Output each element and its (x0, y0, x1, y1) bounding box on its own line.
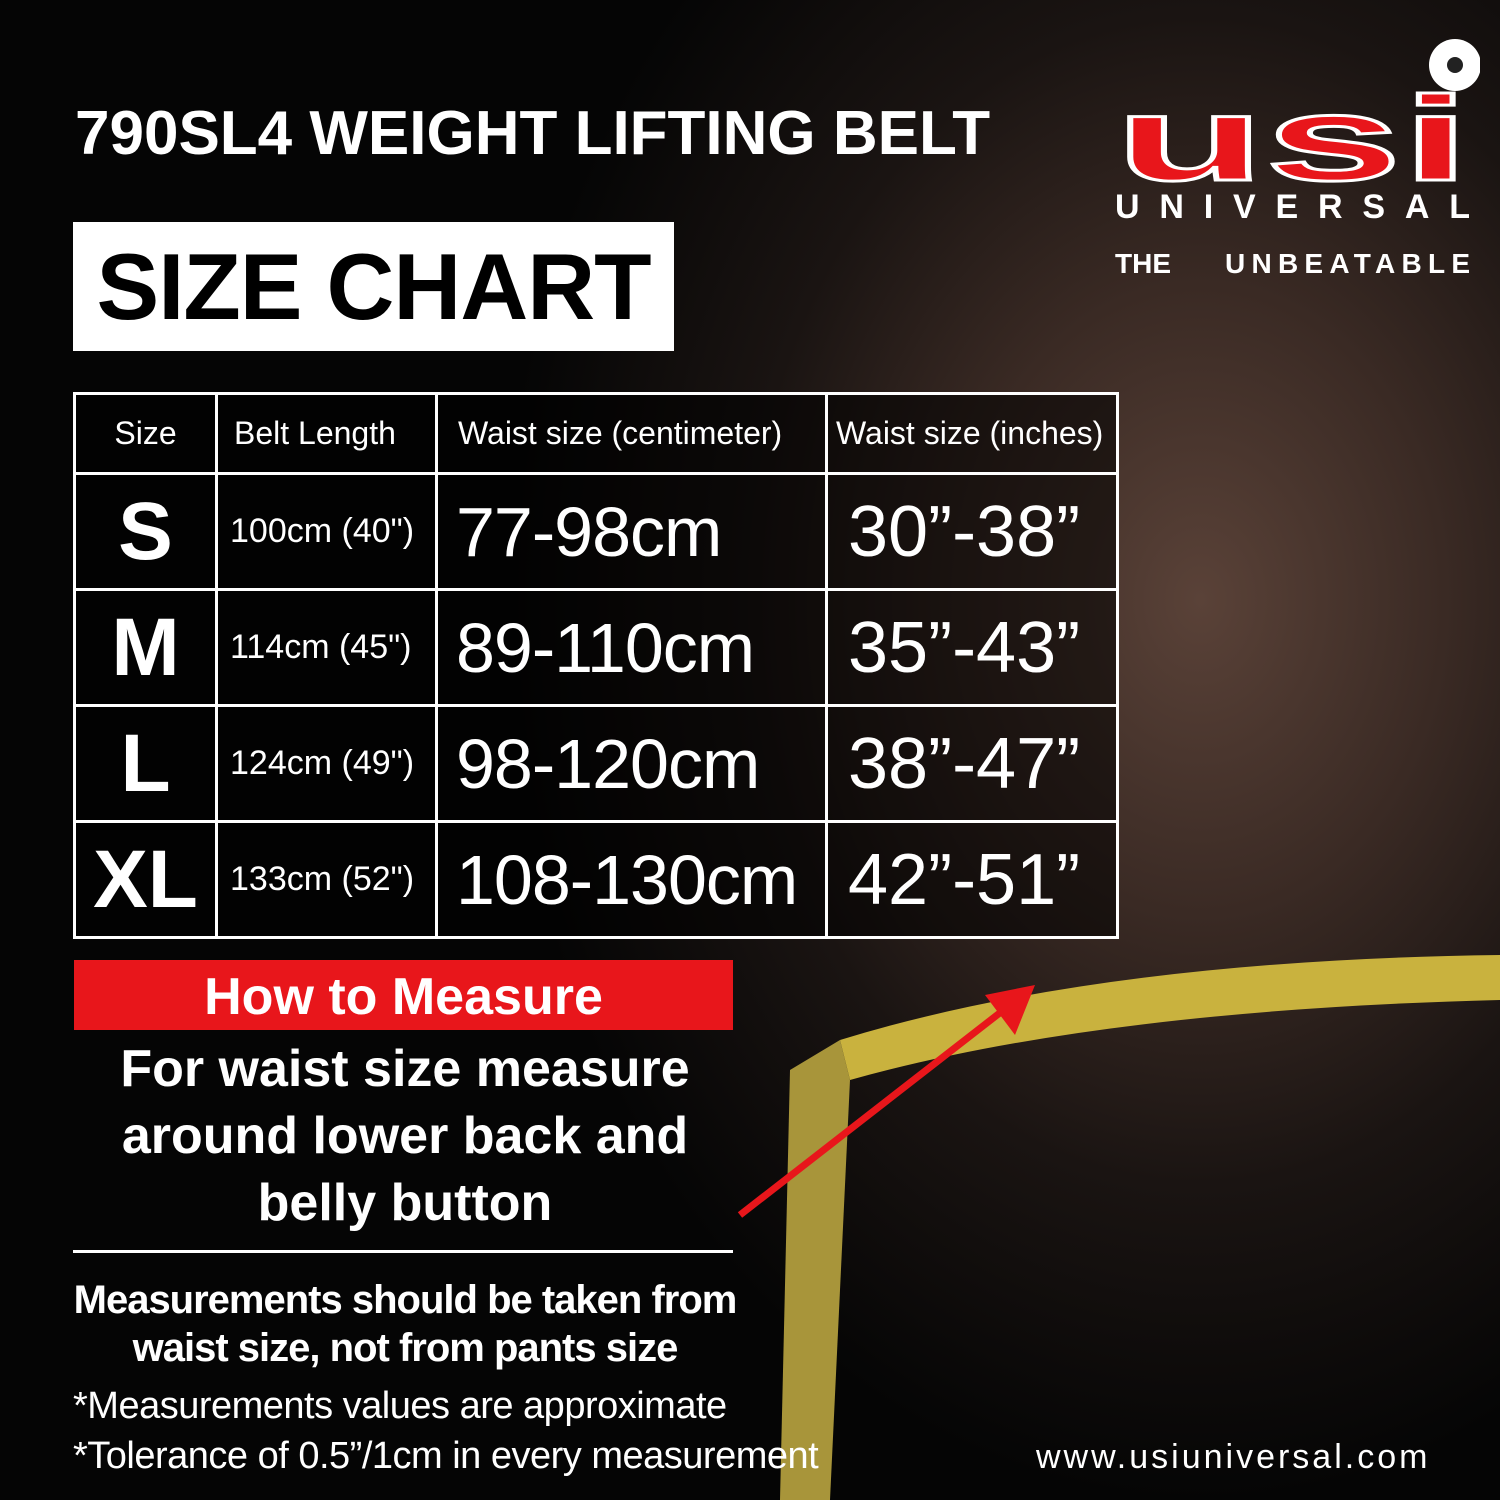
waist-cm-cell: 89-110cm (435, 588, 828, 707)
note-line: Measurements should be taken from (73, 1278, 738, 1322)
how-to-line: belly button (257, 1174, 553, 1232)
waist-cm-cell: 108-130cm (435, 820, 828, 939)
table-row: M 114cm (45") 89-110cm 35”-43” (73, 588, 1119, 707)
tape-vertical (780, 1040, 850, 1500)
footnote-tolerance: *Tolerance of 0.5”/1cm in every measurem… (73, 1435, 819, 1477)
usi-logo-icon: usi UNIVERSAL THE UNBEATABLE (1114, 39, 1481, 279)
size-table: Size Belt Length Waist size (centimeter)… (73, 392, 1119, 939)
header-waist-cm: Waist size (centimeter) (435, 392, 828, 475)
size-cell: XL (73, 820, 218, 939)
table-header-row: Size Belt Length Waist size (centimeter)… (73, 392, 1119, 475)
arrow-line (737, 1002, 1013, 1218)
header-size: Size (73, 392, 218, 475)
logo-wordmark: usi (1115, 72, 1470, 206)
size-cell: M (73, 588, 218, 707)
belt-length-cell: 114cm (45") (215, 588, 438, 707)
belt-length-cell: 124cm (49") (215, 704, 438, 823)
size-chart-heading: SIZE CHART (73, 222, 674, 351)
waist-cm-cell: 98-120cm (435, 704, 828, 823)
waist-cm-cell: 77-98cm (435, 472, 828, 591)
brand-name: UNIVERSAL (1115, 188, 1470, 226)
divider (73, 1250, 733, 1253)
size-cell: L (73, 704, 218, 823)
waist-in-cell: 35”-43” (825, 588, 1119, 707)
how-to-line: For waist size measure (120, 1040, 690, 1098)
header-waist-in: Waist size (inches) (825, 392, 1119, 475)
tagline-left: THE (1115, 248, 1171, 279)
arrow-head-icon (985, 985, 1035, 1035)
waist-in-cell: 42”-51” (825, 820, 1119, 939)
how-to-measure-banner: How to Measure (74, 960, 733, 1030)
sun-burst-icon (1429, 39, 1481, 91)
belt-length-cell: 133cm (52") (215, 820, 438, 939)
website-url: www.usiuniversal.com (1036, 1438, 1431, 1476)
note-line: waist size, not from pants size (132, 1326, 679, 1370)
tagline-right: UNBEATABLE (1225, 248, 1470, 279)
tape-horizontal (840, 955, 1500, 1080)
table-row: L 124cm (49") 98-120cm 38”-47” (73, 704, 1119, 823)
size-cell: S (73, 472, 218, 591)
measurement-note: Measurements should be taken from waist … (30, 1276, 780, 1372)
how-to-measure-text: For waist size measure around lower back… (40, 1036, 770, 1237)
waist-in-cell: 30”-38” (825, 472, 1119, 591)
header-belt-length: Belt Length (215, 392, 438, 475)
brand-logo: usi UNIVERSAL THE UNBEATABLE (1110, 30, 1481, 290)
how-to-line: around lower back and (121, 1107, 689, 1165)
footnote-approximate: *Measurements values are approximate (73, 1385, 727, 1427)
belt-length-cell: 100cm (40") (215, 472, 438, 591)
table-row: S 100cm (40") 77-98cm 30”-38” (73, 472, 1119, 591)
product-title: 790SL4 WEIGHT LIFTING BELT (75, 99, 991, 168)
waist-in-cell: 38”-47” (825, 704, 1119, 823)
table-row: XL 133cm (52") 108-130cm 42”-51” (73, 820, 1119, 939)
